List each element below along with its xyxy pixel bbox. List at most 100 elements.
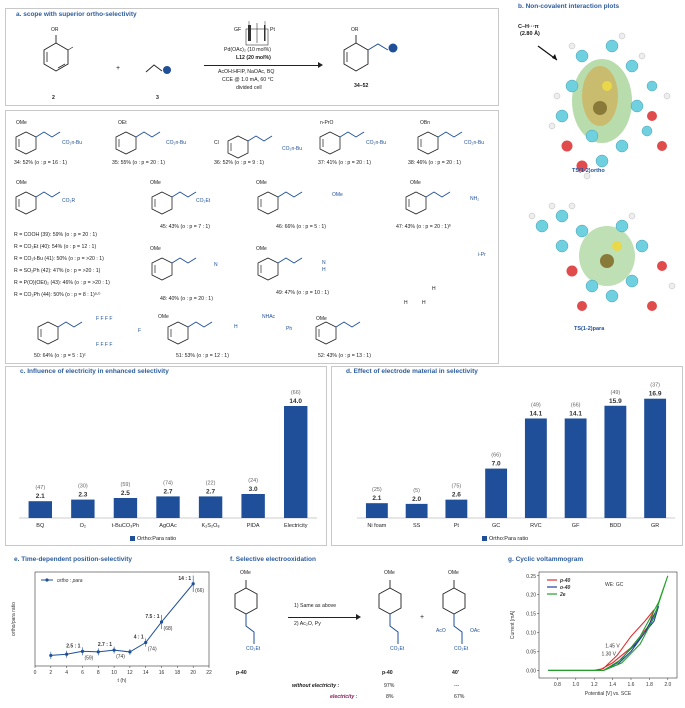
panel-g-title: g. Cyclic voltammogram — [508, 556, 584, 563]
panel-d-title: d. Effect of electrode material in selec… — [346, 368, 478, 375]
compound-36-label: 36: 52% (o : p = 9 : 1) — [214, 160, 265, 166]
bar — [198, 496, 223, 518]
bar — [28, 501, 52, 518]
category-label: SS — [413, 523, 421, 529]
panel-f-prod2-oac: OAc — [470, 628, 480, 634]
compound-48-n: N — [214, 262, 218, 268]
alkene-chain — [247, 135, 273, 142]
data-point — [128, 650, 132, 654]
category-label: BDD — [610, 523, 622, 529]
benzene-ring-icon — [151, 257, 197, 281]
r-group-core: CO₂R — [62, 198, 76, 204]
compound-46-tail: OMe — [332, 192, 343, 198]
condition-3: AcOH:HFIP, NaOAc, BQ — [218, 69, 275, 75]
alkene-chain — [425, 191, 451, 198]
compound-47-sub: OMe — [410, 180, 421, 186]
legend-label: p-40 — [559, 578, 571, 584]
data-point — [112, 648, 116, 652]
x-tick-label: 20 — [190, 670, 196, 676]
potential-annotation: 1.45 V — [605, 644, 620, 650]
y-tick-label: 0.05 — [526, 650, 536, 656]
r-list-0: R = COOH (39): 59% (o : p = 20 : 1) — [14, 232, 98, 238]
compound-50-label: 50: 64% (o : p = 5 : 1)ᶜ — [34, 353, 86, 359]
x-axis-label: t (h) — [118, 678, 127, 684]
data-point — [96, 650, 100, 654]
panel-b-title: b. Non-covalent interaction plots — [518, 3, 620, 10]
x-tick-label: 1.4 — [609, 682, 616, 688]
panel-c-legend: Ortho:Para ratio — [130, 536, 176, 542]
x-tick-label: 14 — [143, 670, 149, 676]
bar-count-label: (22) — [206, 480, 216, 486]
panel-f-step2: 2) Ac₂O, Py — [294, 621, 321, 627]
panel-f-plus: + — [420, 614, 425, 621]
data-point — [191, 582, 195, 586]
panel-f-title: f. Selective electrooxidation — [230, 556, 316, 563]
bar-count-label: (49) — [531, 402, 541, 408]
panel-d-legend-text: Ortho:Para ratio — [489, 536, 529, 542]
bar-count-label: (37) — [650, 383, 660, 389]
compound-51-label: 51: 53% (o : p = 12 : 1) — [176, 353, 229, 359]
alkene-chain — [437, 131, 463, 138]
compound-52-ipr: i-Pr — [478, 252, 486, 258]
bar — [604, 405, 627, 518]
x-tick-label: 18 — [175, 670, 181, 676]
ts-para-image — [528, 202, 676, 311]
ratio-annotation: 2.7 : 1 — [98, 642, 112, 648]
compound-45-sub: OMe — [150, 180, 161, 186]
bar — [284, 406, 308, 518]
panel-c-chart: 2.1 (47) BQ 2.3 (30) O₂ 2.5 (59) t-BuCO₃Ph 2.7 (74… — [19, 390, 317, 529]
benzene-ring-icon — [315, 321, 361, 345]
alkene-chain — [57, 321, 83, 328]
benzene-ring-icon — [167, 321, 213, 345]
compound-50-f-bottom: F F F F — [96, 342, 113, 348]
r-list-5: R = CO₂Ph (44): 50% (o : p = 8 : 1)ᵃ·ᵇ — [14, 292, 101, 298]
bar-count-label: (66) — [491, 453, 501, 459]
bar-value-label: 14.1 — [530, 410, 543, 417]
bar — [365, 503, 388, 518]
reaction-arrow — [204, 65, 320, 66]
benzene-ring-icon — [151, 191, 197, 215]
reactant-1-structure: OR — [36, 27, 76, 86]
panel-f-row2-label: electricity : — [330, 694, 358, 700]
y-tick-label: 0.10 — [526, 631, 536, 637]
x-tick-label: 1.6 — [628, 682, 635, 688]
bar-count-label: (66) — [571, 402, 581, 408]
compound-51-nhac: NHAc — [262, 314, 276, 320]
panel-f-row2-v1: 8% — [386, 694, 394, 700]
data-point — [144, 640, 148, 645]
cv-trace — [548, 609, 655, 671]
compound-38-label: 38: 46% (o : p = 20 : 1) — [408, 160, 461, 166]
panel-f-start-co2et: CO₂Et — [246, 646, 261, 652]
compound-38-sub: OBn — [420, 120, 431, 126]
compound-49-h: H — [322, 267, 326, 273]
legend-label: o-40 — [560, 585, 571, 591]
compound-52-sub: OMe — [316, 316, 327, 322]
plus-sign: + — [116, 65, 121, 72]
compound-51-ph: Ph — [286, 326, 293, 332]
bar-value-label: 7.0 — [492, 461, 501, 468]
compound-34-chain: CO₂n-Bu — [62, 140, 83, 146]
compound-49-sub: OMe — [256, 246, 267, 252]
bar — [241, 494, 265, 518]
panel-f-prod1-ome: OMe — [384, 570, 395, 576]
alkene-chain — [171, 257, 197, 264]
panel-a-title: a. scope with superior ortho-selectivity — [16, 11, 137, 18]
alkene-chain — [277, 257, 303, 264]
x-tick-label: 1.8 — [646, 682, 653, 688]
bar-count-label: (66) — [291, 390, 301, 396]
bar-count-label: (30) — [78, 484, 88, 490]
x-tick-label: 0 — [34, 670, 37, 676]
x-tick-label: 16 — [159, 670, 165, 676]
alkene-chain — [335, 321, 361, 328]
benzene-ring-icon — [257, 191, 303, 215]
r-group-ome: OMe — [16, 180, 27, 186]
x-tick-label: 2.0 — [664, 682, 671, 688]
y-axis-label: Current [mA] — [510, 610, 516, 639]
ratio-annotation: 4 : 1 — [134, 635, 144, 641]
plot-frame — [34, 571, 210, 667]
bar — [71, 499, 95, 518]
y-tick-label: 0.20 — [526, 593, 536, 599]
panel-c-legend-text: Ortho:Para ratio — [137, 536, 177, 542]
compound-51-h: H — [234, 324, 238, 330]
panel-e-chart: 0 2 4 6 8 10 12 14 16 18 20 22 t (h) ortho/para ratio… — [11, 571, 212, 684]
